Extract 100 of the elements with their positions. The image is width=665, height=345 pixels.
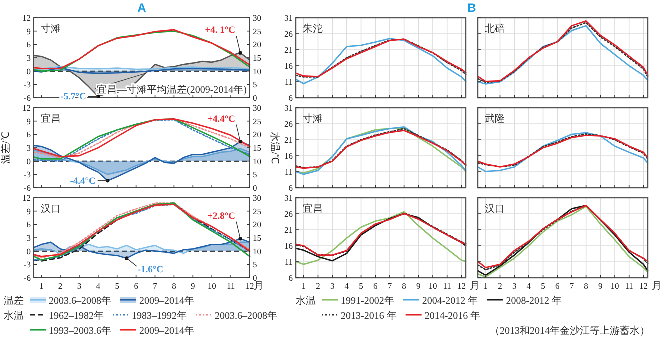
y-tick-label: 0 (26, 66, 31, 76)
y2-tick-label: 15 (253, 143, 262, 153)
x-tick-label: 11 (226, 281, 236, 291)
legend-label: 2003.6–2008年 (215, 310, 278, 322)
y-tick-label: -3 (24, 260, 31, 270)
annotation: +4. 1°C (205, 26, 236, 36)
y2-tick-label: 20 (253, 220, 262, 230)
y-tick-label: 0 (26, 156, 31, 166)
y2-tick-label: 15 (253, 233, 262, 243)
y-tick-label: 16 (284, 151, 293, 161)
line-series (295, 38, 467, 78)
text: 宜昌 (41, 113, 61, 125)
x-tick-label: 6 (373, 281, 378, 291)
annotation: +2.8°C (208, 212, 236, 222)
y2-tick-label: 20 (253, 130, 262, 140)
legend-label: 2014-2016 年 (424, 310, 481, 322)
legend-title: 水温 (296, 295, 316, 307)
y-tick-label: 6 (288, 93, 293, 103)
legend-label: 1983–1992年 (132, 310, 187, 322)
y-tick-label: 6 (288, 273, 293, 283)
x-tick-label: 1 (484, 281, 488, 291)
x-tick-label: 10 (428, 281, 438, 291)
y-tick-label: 6 (26, 40, 31, 50)
y-tick-label: 12 (22, 103, 31, 113)
x-tick-label: 11 (443, 281, 452, 291)
x-tick-label: 11 (625, 281, 634, 291)
y-tick-label: 26 (284, 29, 293, 39)
x-tick-label: 4 (96, 281, 102, 291)
y-tick-label: 0 (26, 246, 31, 256)
x-tick-label: 12 (246, 281, 254, 291)
y2-tick-label: 5 (253, 80, 258, 90)
y-tick-label: 31 (284, 13, 293, 23)
x-tick-label: 12 (457, 281, 466, 291)
line-series (295, 38, 467, 85)
x-tick-label: 8 (402, 281, 406, 291)
y2-tick-label: 30 (253, 103, 262, 113)
annotation: -4.4°C (70, 176, 96, 187)
x-tick-label: 7 (153, 281, 158, 291)
text: B (468, 1, 477, 15)
y-tick-label: -3 (24, 170, 31, 180)
y-tick-label: 6 (26, 130, 31, 140)
x-tick-label: 4 (344, 281, 350, 291)
y2-tick-label: 30 (253, 13, 262, 23)
legend-label: 2008-2012 年 (506, 295, 562, 307)
text: 寸滩 (303, 113, 323, 125)
y-tick-label: 16 (284, 241, 293, 251)
x-tick-label: 9 (191, 281, 196, 291)
legend-label: 2009–2014年 (140, 325, 194, 337)
x-tick-label: 5 (541, 281, 546, 291)
x-tick-label: 8 (584, 281, 588, 291)
x-tick-label: 7 (388, 281, 392, 291)
y-tick-label: 6 (288, 183, 293, 193)
y-axis-title: 温差/℃ (0, 132, 12, 164)
y2-tick-label: 30 (253, 193, 262, 203)
x-tick-label: 2 (316, 281, 320, 291)
y-tick-label: -6 (24, 183, 31, 193)
text: 2004-2012 年 (422, 296, 478, 307)
y-tick-label: 31 (284, 193, 293, 203)
y-tick-label: 3 (26, 143, 31, 153)
annotation: -1.6°C (138, 265, 164, 276)
y-tick-label: 3 (26, 53, 31, 63)
y2-tick-label: 0 (253, 183, 258, 193)
x-tick-label: 10 (208, 281, 216, 291)
x-axis-title: 月 (652, 281, 662, 292)
x-tick-label: 1 (39, 281, 44, 291)
x-tick-label: 1 (302, 281, 306, 291)
x-tick-label: 3 (330, 281, 335, 291)
text: 武隆 (485, 113, 505, 125)
y-tick-label: -6 (24, 273, 31, 283)
y2-tick-label: 5 (253, 260, 258, 270)
y2-axis-title: 水温/℃ (269, 132, 281, 164)
y-tick-label: 9 (26, 26, 31, 36)
text: 朱沱 (303, 23, 323, 35)
y2-tick-label: 5 (253, 170, 258, 180)
annotation: +4.4°C (208, 114, 236, 125)
y2-tick-label: 0 (253, 273, 258, 283)
x-tick-label: 2 (498, 281, 502, 291)
x-tick-label: 3 (77, 281, 82, 291)
text: 北碚 (485, 23, 505, 35)
legend-label: 2013-2016 年 (341, 310, 397, 322)
y2-tick-label: 0 (253, 93, 258, 103)
y2-tick-label: 25 (253, 206, 262, 216)
y-tick-label: 21 (284, 45, 293, 55)
x-tick-label: 6 (134, 281, 138, 291)
text: 1991-2002年 (341, 296, 394, 307)
y2-tick-label: 25 (253, 26, 262, 36)
y2-tick-label: 15 (253, 53, 262, 63)
legend-label: 1962–1982年 (49, 310, 104, 322)
y-tick-label: 9 (26, 116, 31, 126)
y-tick-label: 12 (22, 13, 31, 23)
x-tick-label: 4 (526, 281, 532, 291)
y-tick-label: 26 (284, 209, 293, 219)
text: 寸滩 (41, 23, 61, 35)
text: 汉口 (485, 203, 505, 215)
text: （2013和2014年金沙江等上游蓄水） (490, 325, 650, 337)
y-tick-label: -3 (24, 80, 31, 90)
y-tick-label: 12 (22, 193, 31, 203)
x-axis-title: 月 (254, 281, 264, 292)
legend-label: 2003.6–2008年 (49, 295, 112, 307)
x-tick-label: 7 (570, 281, 574, 291)
